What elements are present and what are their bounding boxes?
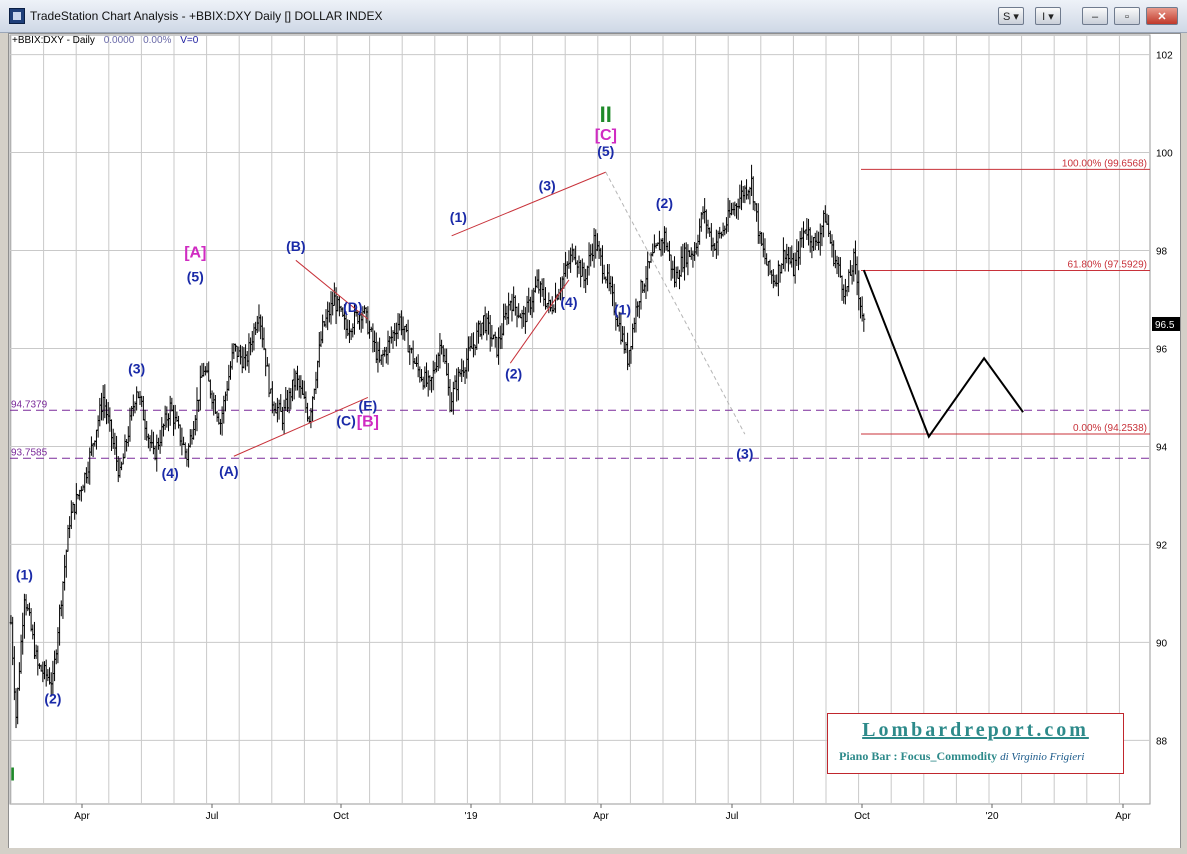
insert-menu-button[interactable]: I ▾ [1035,7,1061,25]
y-tick-label: 100 [1156,149,1173,160]
close-button[interactable]: ✕ [1146,7,1178,25]
percent-value: 0.00% [143,35,172,46]
wave-label: (1) [614,302,631,318]
wave-label: (2) [505,365,522,381]
x-tick-label: Oct [854,811,870,822]
wave-label: (D) [343,299,362,315]
watermark-subtitle: Piano Bar : Focus_Commodity di Virginio … [839,749,1084,764]
wave-label: (E) [359,398,378,414]
close-icon: ✕ [1157,11,1167,23]
minimize-icon: – [1091,11,1099,23]
wave-label: (A) [219,463,238,479]
wave-label: II [600,102,612,127]
wave-label: (C) [336,412,355,428]
insert-menu-label: I [1042,11,1046,23]
trend-line [509,279,570,364]
wave-label: (1) [16,566,33,582]
y-tick-label: 90 [1156,638,1168,649]
fib-level-label: 61.80% (97.5929) [1067,259,1147,270]
y-tick-label: 94 [1156,442,1168,453]
style-menu-label: S [1003,11,1011,23]
support-line-label: 94.7379 [11,399,48,410]
y-tick-label: 102 [1156,51,1173,62]
change-value: 0.0000 [103,35,135,46]
wave-label: (1) [450,209,467,225]
watermark-author: di Virginio Frigieri [1000,751,1085,763]
wave-label: I [10,764,15,784]
minimize-button[interactable]: – [1082,7,1108,25]
x-tick-label: Jul [206,811,219,822]
last-price-tag [1152,316,1180,331]
y-tick-label: 92 [1156,540,1168,551]
forecast-path [862,269,1024,439]
wave-label: [C] [595,127,617,144]
app-icon [9,8,25,24]
chart-header: +BBIX:DXY - Daily 0.0000 0.00% V=0 [12,35,198,46]
wave-label: (5) [597,143,614,159]
wave-label: (4) [162,465,179,481]
x-tick-label: Apr [593,811,609,822]
wave-label: [A] [184,244,206,261]
guide-line [605,171,746,435]
wave-label: (3) [539,177,556,193]
last-price-label: 96.5 [1155,320,1175,331]
window-title: TradeStation Chart Analysis - +BBIX:DXY … [30,9,383,23]
x-tick-label: Oct [333,811,349,822]
symbol-label: +BBIX:DXY - Daily [12,35,95,46]
wave-label: (3) [736,446,753,462]
volume-value: V=0 [180,35,199,46]
x-tick-label: Apr [74,811,90,822]
watermark-subtitle-text: Piano Bar : Focus_Commodity [839,749,998,763]
watermark-title: Lombardreport.com [862,719,1089,741]
status-strip [0,848,1187,854]
support-line-label: 93.7585 [11,447,48,458]
wave-label: (5) [187,268,204,284]
price-chart[interactable]: 88 90 92 94 96 98 100 102 Apr Jul Oct '19 Apr Jul Oct '… [9,34,1180,848]
wave-label: (4) [560,294,577,310]
x-tick-label: Apr [1115,811,1131,822]
wave-label: (B) [286,238,305,254]
maximize-button[interactable]: ▫ [1114,7,1140,25]
wave-label: (2) [44,691,61,707]
x-tick-label: '19 [464,811,477,822]
style-menu-button[interactable]: S ▾ [998,7,1024,25]
wave-label: (3) [128,361,145,377]
watermark-box: Lombardreport.com Piano Bar : Focus_Comm… [827,713,1124,774]
fib-level-label: 0.00% (94.2538) [1073,423,1147,434]
title-bar[interactable]: TradeStation Chart Analysis - +BBIX:DXY … [0,0,1187,33]
wave-label: (2) [656,195,673,211]
chart-area[interactable]: 88 90 92 94 96 98 100 102 Apr Jul Oct '19 Apr Jul Oct '… [8,33,1181,849]
trend-line [233,397,369,457]
trend-line [295,259,369,320]
y-tick-label: 88 [1156,736,1168,747]
y-tick-label: 98 [1156,247,1168,258]
y-tick-label: 96 [1156,344,1168,355]
maximize-icon: ▫ [1125,11,1129,23]
x-tick-label: Jul [726,811,739,822]
wave-label: [B] [357,414,379,431]
fib-level-label: 100.00% (99.6568) [1062,158,1147,169]
trend-line [451,171,606,237]
x-tick-label: '20 [985,811,998,822]
plot-frame [9,34,1151,805]
